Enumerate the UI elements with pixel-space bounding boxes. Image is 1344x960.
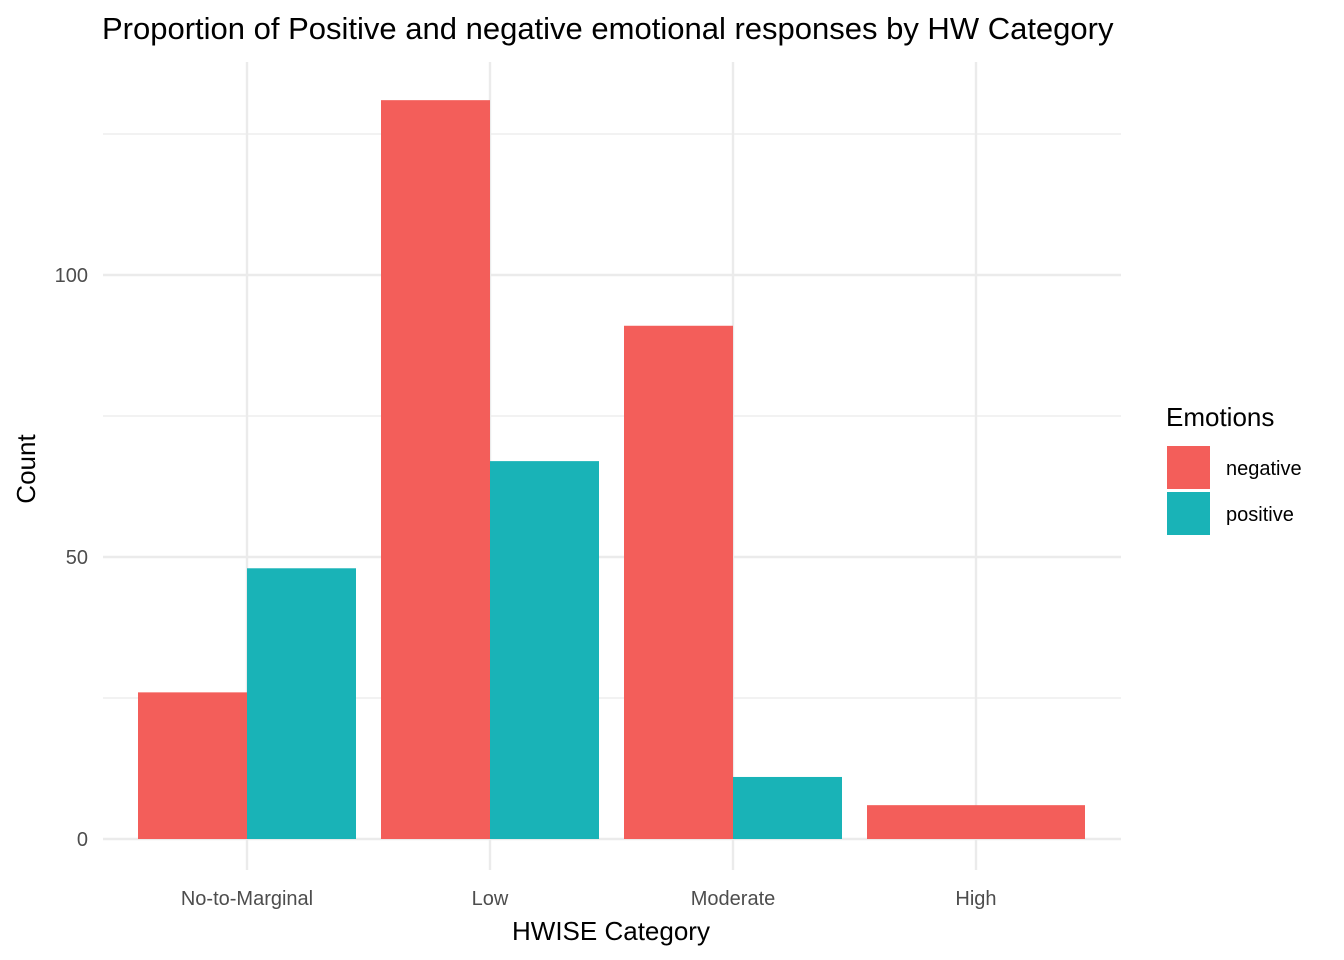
bar-negative xyxy=(867,805,1085,839)
y-axis-title: Count xyxy=(11,434,41,504)
y-tick-label: 0 xyxy=(77,829,88,851)
chart-title: Proportion of Positive and negative emot… xyxy=(102,11,1114,46)
legend: Emotions negative positive xyxy=(1166,402,1302,535)
x-tick-label: No-to-Marginal xyxy=(181,888,313,910)
bars xyxy=(138,100,1085,839)
x-tick-label: Moderate xyxy=(691,888,776,910)
y-tick-label: 50 xyxy=(66,547,88,569)
legend-label-negative: negative xyxy=(1226,458,1302,480)
x-tick-label: Low xyxy=(472,888,509,910)
bar-negative xyxy=(138,692,247,839)
legend-swatch-positive xyxy=(1167,492,1210,535)
bar-negative xyxy=(381,100,490,839)
legend-title: Emotions xyxy=(1166,402,1274,432)
x-axis-ticks: No-to-Marginal Low Moderate High xyxy=(181,888,997,910)
legend-swatch-negative xyxy=(1167,446,1210,489)
legend-label-positive: positive xyxy=(1226,504,1294,526)
y-axis-ticks: 0 50 100 xyxy=(55,265,88,851)
bar-positive xyxy=(733,776,842,839)
y-tick-label: 100 xyxy=(55,265,88,287)
x-tick-label: High xyxy=(955,888,996,910)
bar-negative xyxy=(624,325,733,839)
x-axis-title: HWISE Category xyxy=(512,916,710,946)
bar-positive xyxy=(490,461,599,839)
bar-positive xyxy=(247,568,356,839)
